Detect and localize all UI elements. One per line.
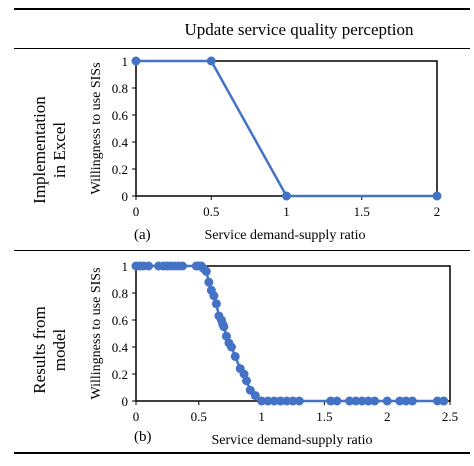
data-point	[351, 396, 361, 406]
data-point	[432, 191, 442, 201]
data-point	[239, 369, 249, 379]
data-point	[131, 56, 141, 66]
x-tick-label: 1.5	[316, 409, 332, 424]
data-point	[363, 396, 373, 406]
x-tick-label: 1	[258, 409, 265, 424]
middle-rule	[14, 250, 470, 251]
x-tick-label: 0.5	[191, 409, 207, 424]
data-point	[332, 396, 342, 406]
x-axis-label: Service demand-supply ratio	[212, 433, 373, 448]
x-tick-label: 2.5	[442, 409, 458, 424]
y-tick-label: 0.4	[112, 135, 129, 150]
y-tick-label: 0.2	[112, 162, 128, 177]
data-point	[211, 299, 221, 309]
y-axis-label: Willingness to use SISs	[89, 267, 104, 399]
x-tick-label: 0	[133, 204, 140, 219]
y-tick-label: 0.8	[112, 81, 128, 96]
data-point	[242, 376, 252, 386]
data-point	[326, 396, 336, 406]
data-point	[269, 396, 279, 406]
header-rule	[14, 48, 470, 49]
y-tick-label: 0	[122, 394, 129, 409]
data-point	[345, 396, 355, 406]
data-point	[204, 277, 214, 287]
series-line	[136, 264, 444, 403]
data-point	[257, 396, 267, 406]
panel-label: (a)	[134, 227, 151, 243]
data-point	[401, 396, 411, 406]
x-tick-label: 1	[283, 204, 290, 219]
data-point	[407, 396, 417, 406]
data-point	[294, 396, 304, 406]
data-point	[288, 396, 298, 406]
data-point	[370, 396, 380, 406]
series-line	[136, 59, 437, 198]
plot-frame	[135, 265, 451, 402]
data-point	[226, 342, 236, 352]
data-point	[177, 261, 187, 271]
top-rule	[14, 8, 470, 10]
panel-label: (b)	[134, 429, 152, 445]
y-tick-label: 1	[122, 54, 129, 69]
data-point	[382, 396, 392, 406]
y-tick-label: 0.6	[112, 108, 129, 123]
data-point	[219, 322, 229, 332]
bottom-rule	[14, 452, 470, 454]
header-title: Update service quality perception	[184, 20, 414, 39]
x-axis-label: Service demand-supply ratio	[205, 228, 366, 243]
data-point	[395, 396, 405, 406]
x-tick-label: 1.5	[354, 204, 370, 219]
data-point	[282, 396, 292, 406]
data-point	[275, 396, 285, 406]
data-point	[263, 396, 273, 406]
y-tick-label: 0.8	[112, 286, 128, 301]
plot-frame	[135, 60, 438, 197]
y-axis-label: Willingness to use SISs	[89, 62, 104, 194]
data-point	[250, 391, 260, 401]
data-point	[209, 291, 219, 301]
data-point	[221, 331, 231, 341]
x-tick-label: 2	[434, 204, 441, 219]
y-tick-label: 0.6	[112, 313, 129, 328]
data-point	[282, 191, 291, 201]
data-point	[144, 261, 154, 271]
data-point	[206, 56, 216, 66]
data-point	[432, 396, 442, 406]
y-tick-label: 0.4	[112, 340, 129, 355]
data-point	[201, 266, 211, 276]
data-point	[439, 396, 449, 406]
y-tick-label: 0.2	[112, 367, 128, 382]
x-tick-label: 0.5	[203, 204, 219, 219]
x-tick-label: 0	[133, 409, 140, 424]
x-tick-label: 2	[384, 409, 391, 424]
y-tick-label: 0	[122, 189, 129, 204]
data-point	[357, 396, 367, 406]
data-point	[230, 351, 240, 361]
y-tick-label: 1	[122, 259, 129, 274]
